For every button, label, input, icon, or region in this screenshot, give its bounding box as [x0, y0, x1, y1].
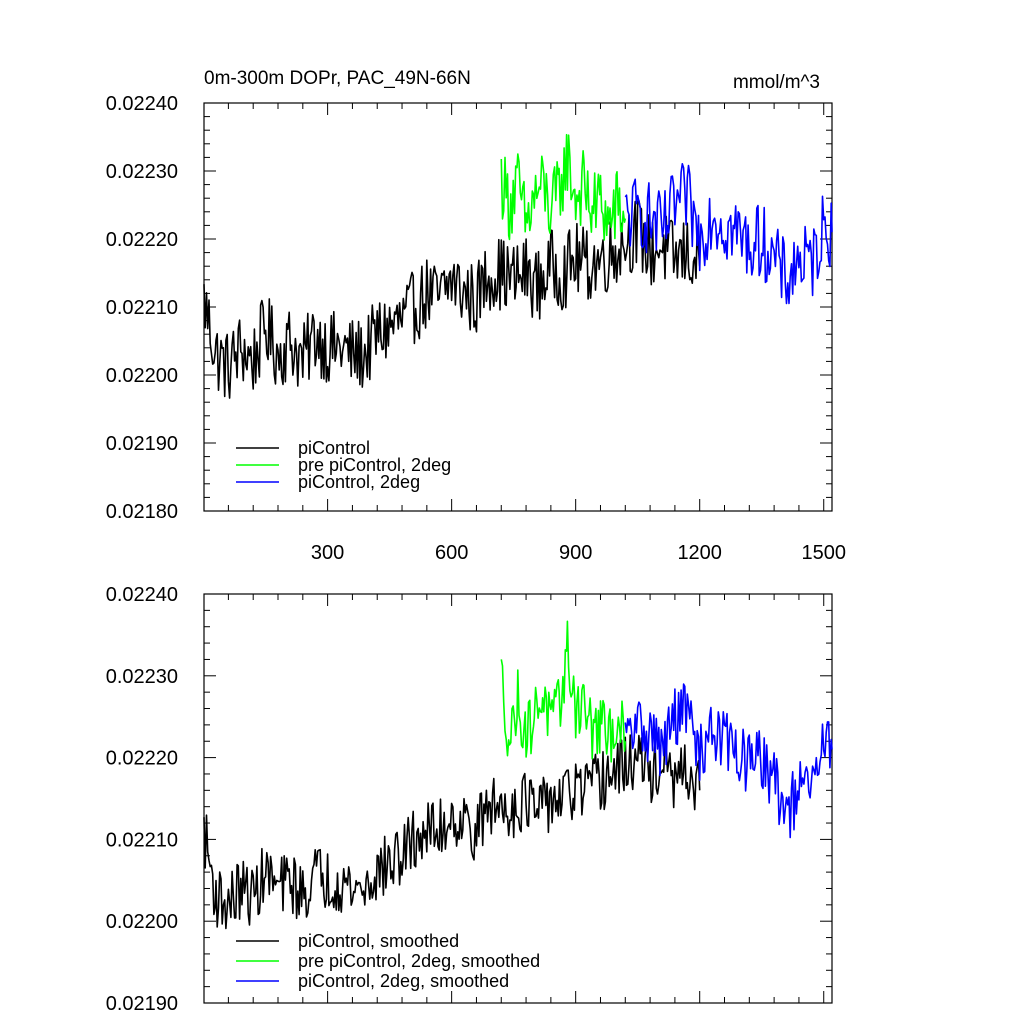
- y-tick-label: 0.02210: [106, 297, 178, 319]
- x-tick-label: 600: [435, 542, 468, 564]
- y-tick-label: 0.02220: [106, 748, 178, 770]
- y-tick-label: 0.02190: [106, 993, 178, 1015]
- legend-label: piControl, 2deg: [298, 472, 420, 492]
- top-units: mmol/m^3: [733, 72, 820, 93]
- series-line-2: [624, 683, 833, 839]
- y-tick-label: 0.02240: [106, 584, 178, 606]
- series-line-0: [203, 199, 701, 399]
- x-tick-label: 300: [311, 542, 344, 564]
- bottom-panel: 0.02190 0.02200 0.02210 0.02220 0.02230 0.022…: [106, 584, 833, 1015]
- y-tick-label: 0.02230: [106, 161, 178, 183]
- y-tick-label: 0.02210: [106, 829, 178, 851]
- legend-label: piControl: [298, 438, 370, 458]
- y-tick-label: 0.02230: [106, 666, 178, 688]
- x-tick-label: 1500: [801, 542, 846, 564]
- legend-label: piControl, smoothed: [298, 931, 459, 951]
- legend-label: pre piControl, 2deg: [298, 455, 451, 475]
- y-tick-label: 0.02200: [106, 365, 178, 387]
- x-tick-label: 1200: [677, 542, 722, 564]
- legend-label: piControl, 2deg, smoothed: [298, 971, 509, 991]
- series-line-0: [203, 734, 701, 930]
- y-tick-label: 0.02180: [106, 501, 178, 523]
- plot-frame: [203, 593, 833, 1004]
- y-tick-label: 0.02220: [106, 229, 178, 251]
- y-tick-label: 0.02200: [106, 911, 178, 933]
- top-title: 0m-300m DOPr, PAC_49N-66N: [204, 68, 471, 89]
- y-tick-label: 0.02240: [106, 93, 178, 115]
- legend-label: pre piControl, 2deg, smoothed: [298, 951, 540, 971]
- series-line-1: [500, 133, 627, 241]
- x-tick-label: 900: [559, 542, 592, 564]
- top-panel: 0.02180 0.02190 0.02200 0.02210 0.02220 0.022…: [106, 93, 846, 564]
- series-line-1: [500, 620, 627, 763]
- y-tick-label: 0.02190: [106, 433, 178, 455]
- series-line-2: [624, 163, 833, 305]
